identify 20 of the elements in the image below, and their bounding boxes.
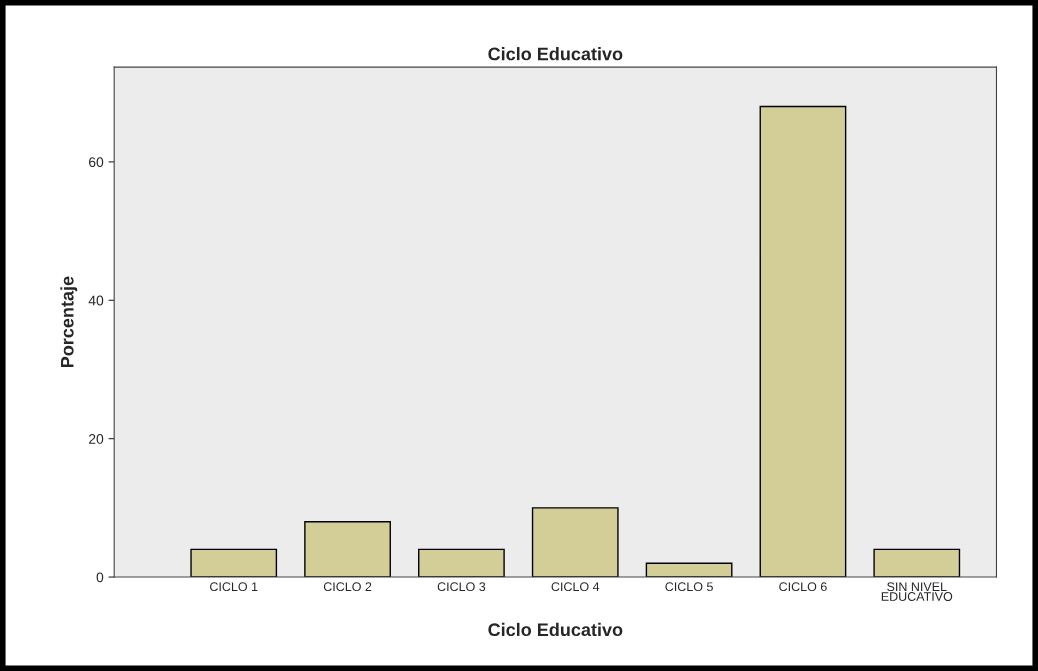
x-tick-label: CICLO 3 [437,582,486,592]
x-tick-label: SIN NIVEL EDUCATIVO [881,582,953,601]
bar [304,521,391,578]
x-tick-label: CICLO 5 [665,582,713,592]
bar [190,548,278,578]
y-tick-label: 0 [96,572,104,583]
bar [759,105,847,578]
x-tick-label: CICLO 2 [323,582,372,592]
x-axis-title: Ciclo Educativo [488,622,623,637]
x-tick-label: CICLO 4 [551,582,600,592]
y-tick-label: 20 [89,434,104,444]
chart-title: Ciclo Educativo [488,47,623,61]
x-tick-label: CICLO 1 [210,582,258,592]
x-tick-label: CICLO 6 [779,582,827,592]
y-axis-title: Porcentaje [60,276,78,368]
bar [531,507,619,578]
y-tick-label: 60 [89,157,104,168]
bar [873,548,961,578]
bar [418,548,505,578]
y-tick-label: 40 [88,295,104,306]
